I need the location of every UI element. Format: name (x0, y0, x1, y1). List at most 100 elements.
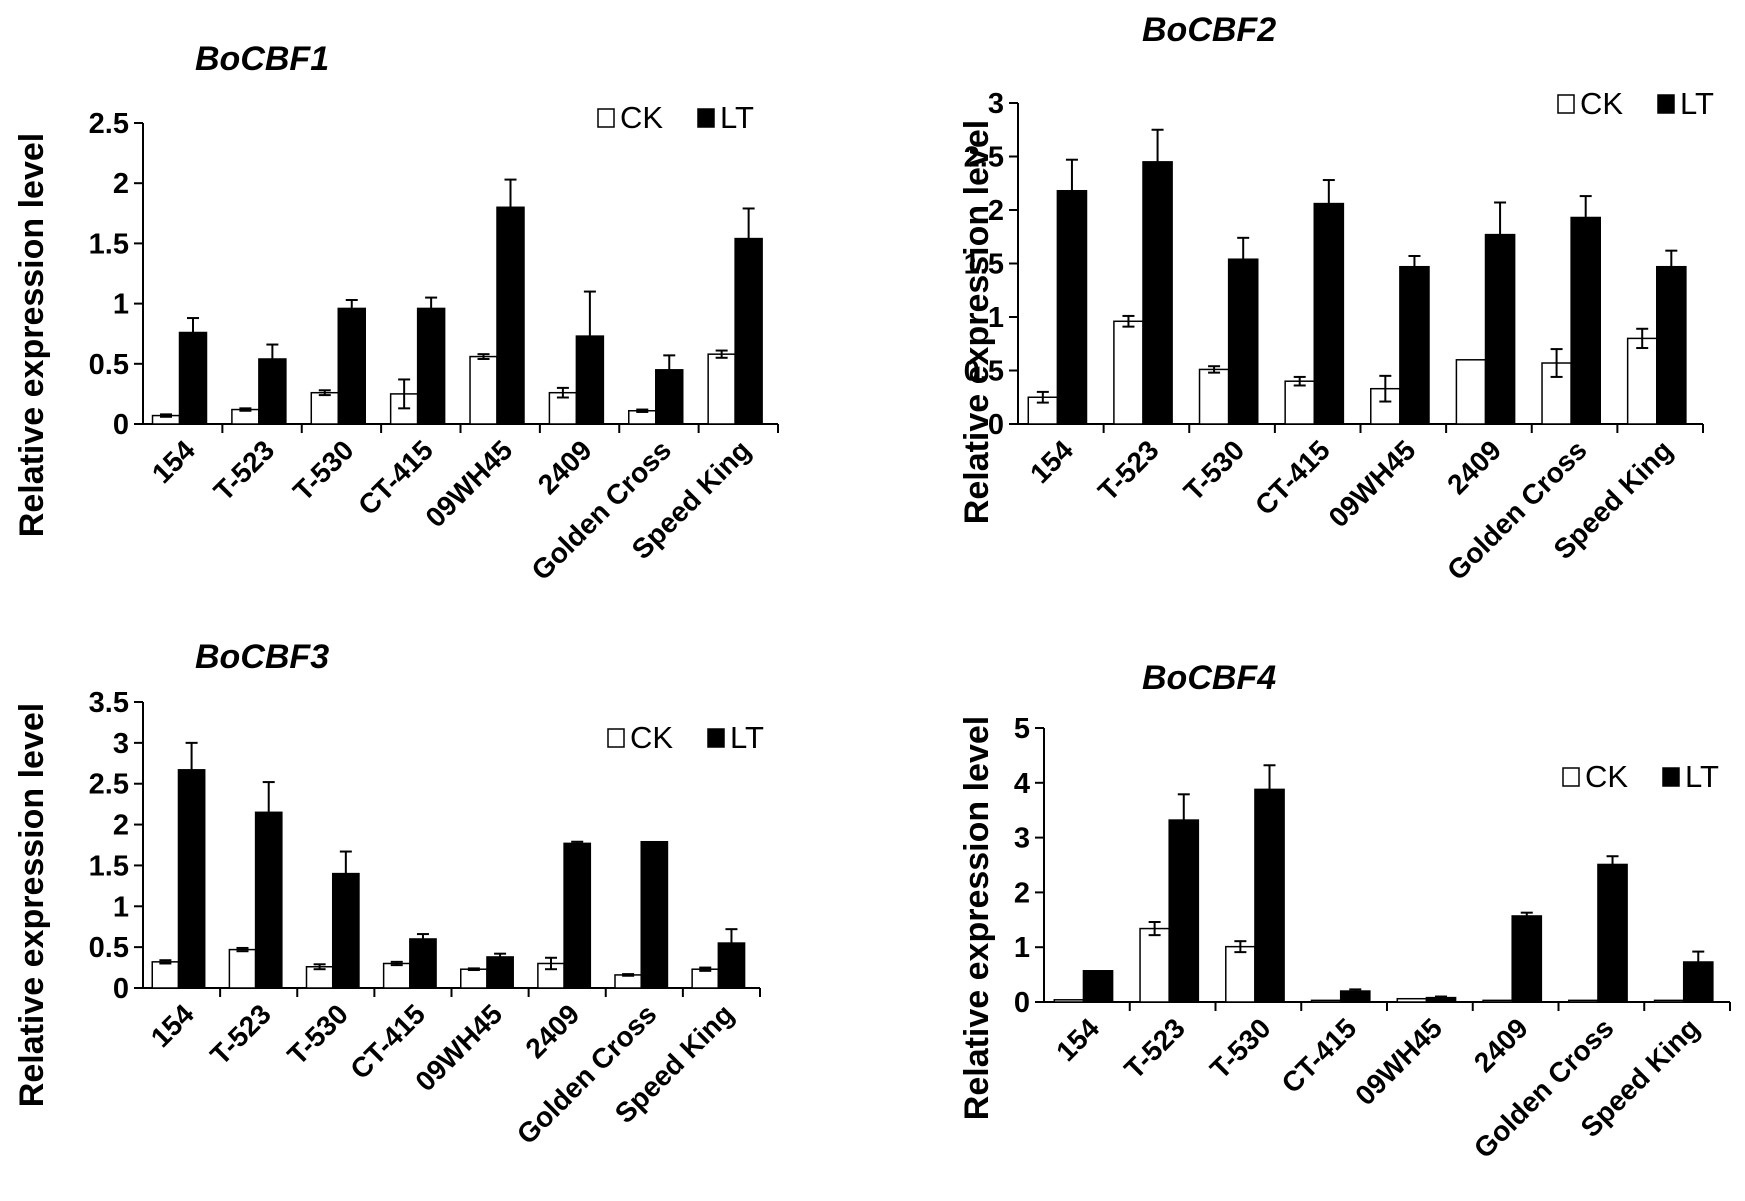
x-tick-label: T-523 (204, 998, 277, 1071)
bar-ck (151, 961, 180, 989)
legend-swatch-lt (1657, 94, 1675, 114)
x-tick-label: T-530 (281, 998, 354, 1071)
x-tick-label: 154 (1050, 1012, 1105, 1067)
y-tick-label: 1 (113, 891, 129, 923)
bar-lt (1142, 161, 1173, 425)
x-tick-label: CT-415 (1249, 434, 1336, 521)
bar-lt (177, 769, 206, 989)
bar-ck (1225, 945, 1256, 1003)
x-tick-label: 154 (1024, 434, 1079, 489)
x-tick-label: 2409 (1468, 1012, 1534, 1078)
bar-lt (1511, 915, 1543, 1003)
bar-lt (1425, 996, 1457, 1003)
chart-title: BoCBF3 (195, 638, 329, 676)
y-tick-label: 3.5 (89, 687, 129, 719)
y-tick-label: 0.5 (964, 356, 1004, 388)
x-tick-label: 2409 (519, 998, 585, 1064)
y-tick-label: 3 (1014, 823, 1030, 855)
bar-lt (1254, 788, 1285, 1003)
y-tick-label: 0 (113, 409, 129, 441)
bar-ck (228, 948, 257, 989)
y-axis-label: Relative expression level (958, 716, 996, 1120)
y-tick-label: 3 (113, 728, 129, 760)
y-tick-label: 0 (113, 973, 129, 1005)
bar-lt (1056, 189, 1088, 425)
legend: CK LT (1562, 759, 1719, 794)
legend-label-ck: CK (620, 100, 663, 135)
chart-1: BoCBF1 Relative expression level 0 0.5 1 1.5 2… (13, 40, 779, 586)
bar-ck (1455, 359, 1487, 425)
y-tick-label: 1.5 (964, 249, 1004, 281)
x-tick-label: T-523 (1118, 1012, 1191, 1085)
y-tick-label: 0.5 (89, 932, 129, 964)
bar-lt (1570, 216, 1601, 425)
bar-ck (1284, 380, 1316, 425)
chart-4: BoCBF4 Relative expression level 0 1 2 3 4 5 154… (958, 659, 1731, 1164)
bar-lt (416, 307, 446, 425)
y-tick-label: 0 (1014, 987, 1030, 1019)
bar-lt (486, 956, 514, 989)
bar-ck (382, 962, 411, 989)
y-tick-label: 3 (988, 88, 1004, 120)
x-tick-label: 09WH45 (409, 998, 508, 1097)
y-tick-label: 4 (1014, 768, 1030, 800)
legend-swatch-ck (1557, 94, 1575, 114)
bar-lt (1597, 863, 1628, 1003)
x-tick-label: 09WH45 (1323, 434, 1422, 533)
x-tick-label: 2409 (1441, 434, 1507, 500)
x-tick-label: T-523 (1092, 434, 1165, 507)
bar-ck (1053, 999, 1085, 1003)
chart-3: BoCBF3 Relative expression level 0 0.5 1 1.5 2… (13, 638, 764, 1150)
legend-label-ck: CK (630, 720, 673, 755)
legend-label-lt: LT (730, 720, 764, 755)
bar-lt (575, 335, 605, 425)
legend-label-lt: LT (1685, 759, 1719, 794)
bar-ck (460, 968, 488, 989)
x-tick-label: 154 (145, 998, 200, 1053)
legend-swatch-lt (1662, 767, 1680, 787)
x-tick-label: 09WH45 (1349, 1012, 1448, 1111)
legend-swatch-ck (607, 728, 625, 748)
x-tick-label: 09WH45 (419, 434, 518, 533)
bar-ck (1396, 997, 1428, 1003)
bar-ck (469, 355, 498, 425)
legend-swatch-lt (707, 728, 725, 748)
y-tick-label: 2 (1014, 877, 1030, 909)
bar-lt (331, 872, 360, 989)
bar-ck (310, 391, 340, 425)
chart-title: BoCBF2 (1142, 11, 1276, 49)
bar-ck (691, 968, 720, 989)
y-tick-label: 2 (113, 810, 129, 842)
legend: CK LT (607, 720, 764, 755)
bar-lt (254, 811, 283, 989)
bar-ck (1113, 320, 1144, 425)
y-tick-label: 2.5 (964, 142, 1004, 174)
legend-swatch-ck (597, 108, 615, 128)
y-tick-label: 2.5 (89, 108, 129, 140)
y-axis-label: Relative expression level (13, 703, 51, 1107)
bar-lt (1399, 265, 1430, 425)
x-tick-label: T-530 (1204, 1012, 1277, 1085)
bar-lt (1227, 258, 1259, 425)
x-tick-label: 2409 (532, 434, 598, 500)
legend-label-lt: LT (1680, 86, 1714, 121)
x-tick-label: T-530 (1178, 434, 1251, 507)
bar-lt (178, 331, 208, 425)
legend-label-ck: CK (1585, 759, 1628, 794)
chart-title: BoCBF4 (1142, 659, 1276, 697)
bar-lt (717, 942, 746, 989)
y-tick-label: 2.5 (89, 769, 129, 801)
chart-title: BoCBF1 (195, 40, 329, 78)
bar-lt (1656, 265, 1687, 425)
bar-ck (1482, 999, 1513, 1003)
bar-lt (734, 237, 763, 425)
bar-ck (1626, 337, 1658, 425)
y-tick-label: 5 (1014, 713, 1030, 745)
bar-lt (655, 369, 684, 425)
bar-ck (1653, 999, 1685, 1003)
bar-lt (1339, 990, 1371, 1003)
y-tick-label: 1 (988, 302, 1004, 334)
bar-ck (1310, 999, 1342, 1003)
